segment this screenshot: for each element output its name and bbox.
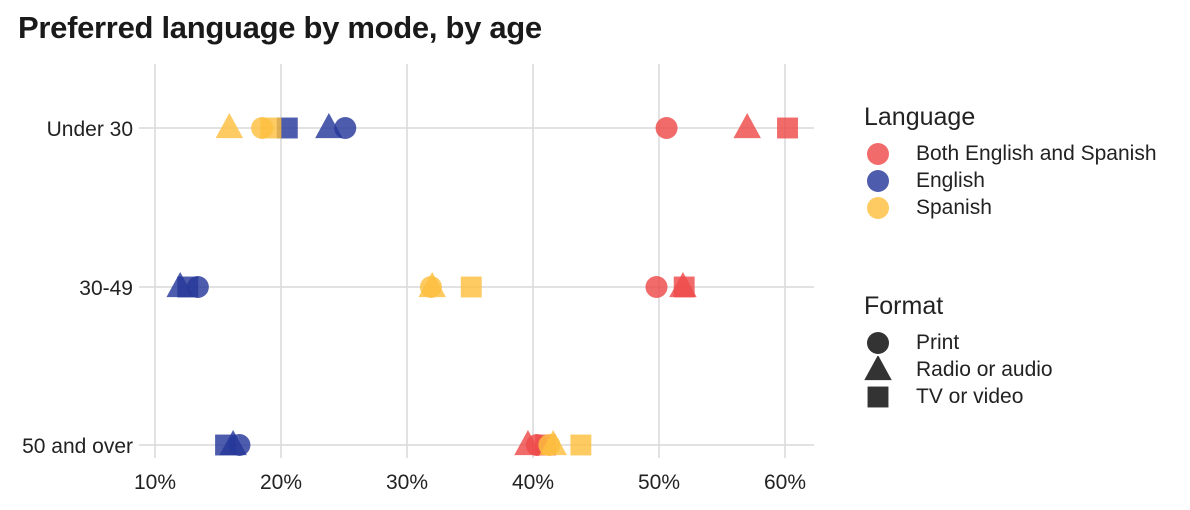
shape-legend-label: Print bbox=[916, 330, 960, 354]
y-tick-label: Under 30 bbox=[47, 118, 133, 141]
point-english-radio-or-audio-under-30 bbox=[315, 112, 343, 139]
y-tick-label: 50 and over bbox=[22, 435, 133, 458]
color-legend-key bbox=[864, 167, 900, 194]
point-spanish-tv-or-video-50-and-over bbox=[570, 434, 592, 456]
color-legend-key bbox=[864, 140, 900, 167]
plot-area: Under 30 30-49 50 and over 10% 20% 30% 40% 50%… bbox=[22, 64, 814, 494]
point-spanish-radio-or-audio-under-30 bbox=[215, 112, 244, 139]
color-legend-item: Spanish bbox=[864, 194, 1157, 221]
point-spanish-tv-or-video-30-49 bbox=[460, 276, 482, 298]
chart-title: Preferred language by mode, by age bbox=[18, 10, 542, 45]
color-legend-label: Both English and Spanish bbox=[916, 141, 1157, 165]
x-tick-label: 10% bbox=[134, 471, 176, 494]
shape-legend-key bbox=[864, 383, 900, 410]
shape-legend-label: TV or video bbox=[916, 384, 1024, 408]
data-points bbox=[166, 112, 798, 456]
shape-legend-key bbox=[864, 329, 900, 356]
point-spanish-tv-or-video-under-30 bbox=[260, 117, 282, 139]
color-legend-label: English bbox=[916, 168, 985, 192]
x-axis-labels: 10% 20% 30% 40% 50% 60% bbox=[134, 471, 806, 494]
x-tick-label: 50% bbox=[638, 471, 680, 494]
x-tick-label: 20% bbox=[260, 471, 302, 494]
y-axis-labels: Under 30 30-49 50 and over bbox=[22, 118, 133, 458]
point-both-english-and-spanish-tv-or-video-30-49 bbox=[673, 276, 695, 298]
color-legend: Language Both English and Spanish English… bbox=[864, 103, 1157, 221]
shape-legend-label: Radio or audio bbox=[916, 357, 1053, 381]
x-tick-label: 60% bbox=[764, 471, 806, 494]
color-legend-title: Language bbox=[864, 103, 976, 131]
shape-legend-key bbox=[864, 356, 900, 383]
shape-legend-item: Radio or audio bbox=[864, 356, 1053, 383]
point-english-tv-or-video-30-49 bbox=[177, 276, 199, 298]
point-both-english-and-spanish-tv-or-video-under-30 bbox=[777, 117, 798, 139]
point-both-english-and-spanish-print-30-49 bbox=[645, 276, 668, 298]
y-tick-label: 30-49 bbox=[79, 277, 133, 300]
grid-lines bbox=[139, 64, 814, 458]
color-legend-item: English bbox=[864, 167, 1157, 194]
x-tick-label: 30% bbox=[386, 471, 428, 494]
shape-legend-item: TV or video bbox=[864, 383, 1053, 410]
point-spanish-radio-or-audio-30-49 bbox=[418, 271, 446, 298]
shape-legend-title: Format bbox=[864, 292, 944, 320]
x-tick-label: 40% bbox=[512, 471, 554, 494]
color-legend-label: Spanish bbox=[916, 195, 992, 219]
point-english-tv-or-video-50-and-over bbox=[215, 434, 237, 456]
point-both-english-and-spanish-radio-or-audio-under-30 bbox=[733, 112, 761, 139]
point-english-tv-or-video-under-30 bbox=[276, 117, 298, 139]
point-both-english-and-spanish-print-under-30 bbox=[655, 117, 678, 139]
color-legend-key bbox=[864, 194, 900, 221]
point-both-english-and-spanish-radio-or-audio-50-and-over bbox=[514, 429, 542, 456]
point-spanish-radio-or-audio-50-and-over bbox=[539, 429, 567, 456]
shape-legend: Format Print Radio or audio TV or video bbox=[864, 292, 1053, 410]
color-legend-item: Both English and Spanish bbox=[864, 140, 1157, 167]
shape-legend-item: Print bbox=[864, 329, 1053, 356]
